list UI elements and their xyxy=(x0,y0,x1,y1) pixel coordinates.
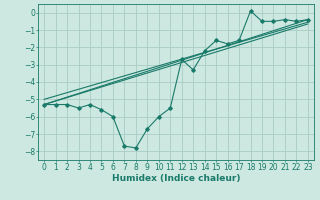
X-axis label: Humidex (Indice chaleur): Humidex (Indice chaleur) xyxy=(112,174,240,183)
